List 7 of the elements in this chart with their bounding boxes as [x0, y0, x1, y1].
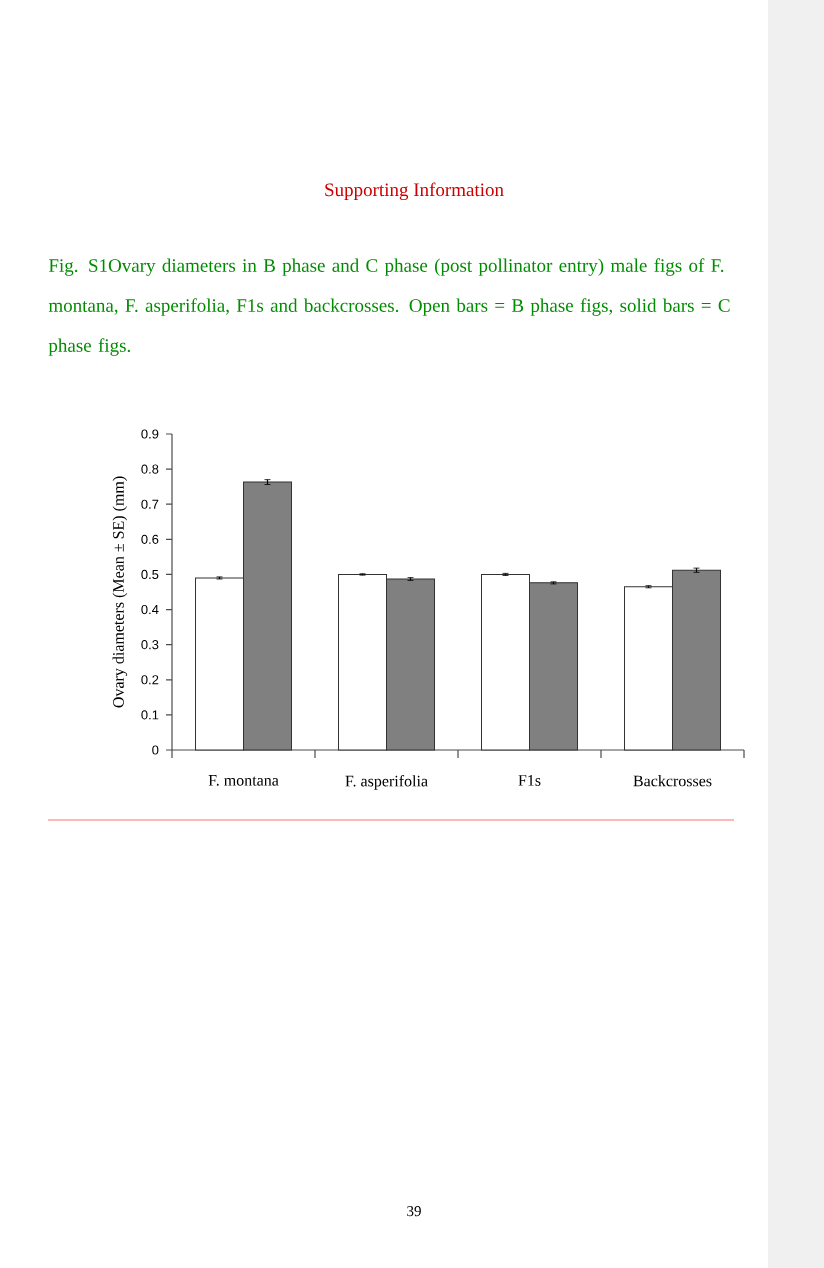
y-axis-title: Ovary diameters (Mean ± SE) (mm): [112, 476, 128, 708]
x-tick-label: F. montana: [208, 775, 279, 786]
x-tick-label: Backcrosses: [633, 775, 712, 787]
x-tick-label: F. asperifolia: [345, 775, 428, 790]
chart-title: Supporting Information: [325, 182, 504, 201]
chart-subtitle: Fig. S1Ovary diameters in B phase and C phase (post pollinator entry) male figs of F. montana, F. asperifolia, F1s and backcrosses. Open bars = B phase figs, solid bars = C phase figs.: [48, 258, 730, 356]
x-tick-label: F1s: [518, 775, 541, 786]
